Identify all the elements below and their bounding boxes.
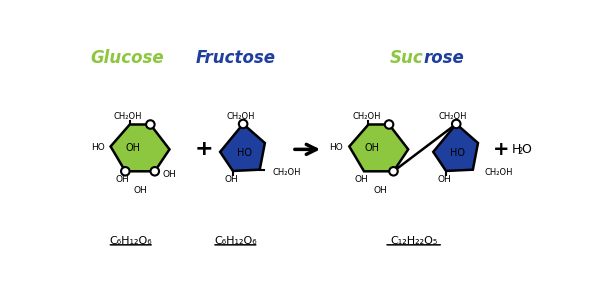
Text: HO: HO <box>450 148 465 158</box>
Text: +: + <box>493 140 509 159</box>
Text: OH: OH <box>364 143 379 153</box>
Text: HO: HO <box>237 148 252 158</box>
Text: O: O <box>521 143 531 156</box>
Text: rose: rose <box>424 49 465 67</box>
Polygon shape <box>220 124 265 171</box>
Text: OH: OH <box>373 186 387 195</box>
Polygon shape <box>349 124 408 171</box>
Text: HO: HO <box>91 143 105 153</box>
Circle shape <box>385 120 394 129</box>
Text: H: H <box>512 143 521 156</box>
Text: OH: OH <box>115 175 129 183</box>
Circle shape <box>239 120 247 128</box>
Text: CH₂OH: CH₂OH <box>438 112 466 121</box>
Text: OH: OH <box>163 170 176 179</box>
Text: Fructose: Fructose <box>195 49 275 67</box>
Circle shape <box>146 120 155 129</box>
Circle shape <box>121 167 130 176</box>
Text: Suc: Suc <box>390 49 424 67</box>
Text: OH: OH <box>438 175 451 184</box>
Text: CH₂OH: CH₂OH <box>114 112 143 121</box>
Text: OH: OH <box>133 186 147 195</box>
Text: C₁₂H₂₂O₅: C₁₂H₂₂O₅ <box>390 236 437 246</box>
Text: 2: 2 <box>518 147 523 156</box>
Text: CH₂OH: CH₂OH <box>226 112 255 121</box>
Circle shape <box>389 167 398 176</box>
Text: +: + <box>194 139 213 159</box>
Circle shape <box>452 120 460 128</box>
Text: C₆H₁₂O₆: C₆H₁₂O₆ <box>214 236 256 246</box>
Text: CH₂OH: CH₂OH <box>353 112 381 121</box>
Polygon shape <box>111 124 170 171</box>
Text: CH₂OH: CH₂OH <box>272 168 300 177</box>
Text: CH₂OH: CH₂OH <box>485 168 513 177</box>
Text: OH: OH <box>225 175 238 184</box>
Text: OH: OH <box>354 175 368 183</box>
Polygon shape <box>433 124 478 171</box>
Text: OH: OH <box>125 143 141 153</box>
Text: Glucose: Glucose <box>90 49 163 67</box>
Circle shape <box>151 167 159 176</box>
Text: HO: HO <box>329 143 343 153</box>
Text: C₆H₁₂O₆: C₆H₁₂O₆ <box>110 236 152 246</box>
